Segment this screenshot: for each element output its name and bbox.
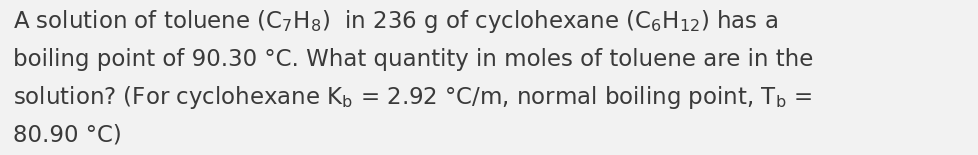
Text: solution? (For cyclohexane K$\mathregular{_b}$ = 2.92 °C/m, normal boiling point: solution? (For cyclohexane K$\mathregula… [13,84,811,111]
Text: 80.90 °C): 80.90 °C) [13,124,121,147]
Text: A solution of toluene ($\mathregular{C_7H_8}$)  in 236 g of cyclohexane ($\mathr: A solution of toluene ($\mathregular{C_7… [13,8,777,35]
Text: boiling point of 90.30 °C. What quantity in moles of toluene are in the: boiling point of 90.30 °C. What quantity… [13,48,813,71]
